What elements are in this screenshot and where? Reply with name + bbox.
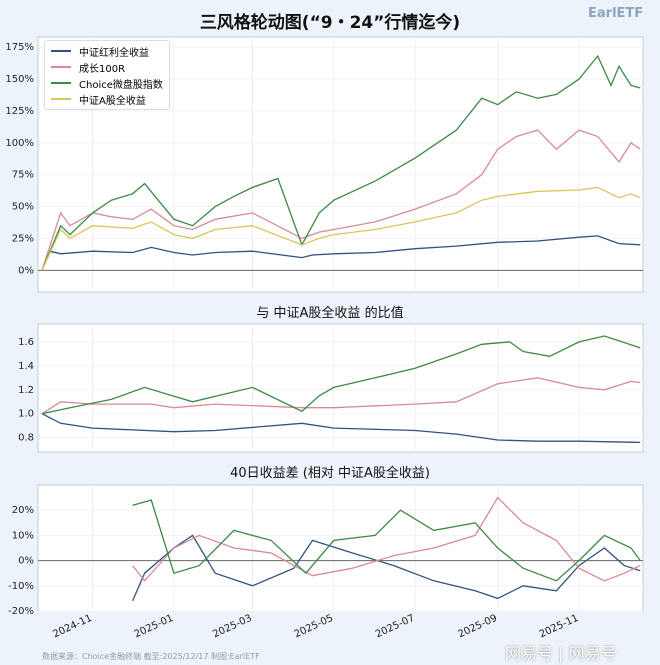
plot-area [37, 484, 644, 612]
series-line-growth [41, 129, 641, 271]
y-tick-label: 50% [12, 202, 34, 213]
x-tick-label: 2025-09 [456, 613, 499, 641]
y-tick-label: 10% [12, 530, 34, 541]
series-line-micro [41, 54, 641, 271]
y-tick-label: -10% [8, 581, 34, 592]
y-tick-label: 25% [12, 233, 34, 244]
x-tick-label: 2025-05 [293, 613, 336, 641]
y-tick-label: 0.8 [18, 433, 34, 444]
y-tick-label: 150% [5, 74, 34, 85]
plot-area [37, 323, 644, 453]
series-line-dividend [41, 235, 641, 271]
y-tick-label: 0% [18, 556, 34, 567]
y-tick-label: 1.6 [18, 337, 34, 348]
legend-item-growth: 成长100R [51, 59, 163, 75]
legend-item-dividend: 中证红利全收益 [51, 43, 163, 59]
x-tick-label: 2025-03 [211, 613, 254, 641]
series-line-growth [41, 377, 641, 415]
series-line-dividend [132, 534, 641, 602]
series-line-dividend [41, 413, 641, 444]
y-tick-label: -20% [8, 606, 34, 617]
y-tick-label: 175% [5, 42, 34, 53]
y-tick-label: 1.2 [18, 385, 34, 396]
series-line-micro [132, 499, 641, 582]
y-tick-label: 100% [5, 138, 34, 149]
y-tick-label: 1.0 [18, 409, 34, 420]
series-line-ashare [41, 186, 641, 271]
series-line-growth [132, 496, 641, 582]
source-note: 数据来源：Choice金融终端 截至:2025/12/17 制图:EarlETF [42, 652, 260, 661]
legend-item-micro: Choice微盘股指数 [51, 75, 163, 91]
y-tick-label: 0% [18, 265, 34, 276]
x-tick-label: 2025-07 [374, 613, 417, 641]
legend-item-ashare: 中证A股全收益 [51, 91, 163, 107]
ratio-title: 与 中证A股全收益 的比值 [256, 306, 404, 321]
watermark: 网易号 | 网易号 [505, 644, 617, 663]
legend: 中证红利全收益 成长100R Choice微盘股指数 中证A股全收益 [44, 40, 170, 110]
series-line-micro [41, 335, 641, 415]
y-tick-label: 20% [12, 505, 34, 516]
y-tick-label: 75% [12, 170, 34, 181]
x-tick-label: 2024-11 [51, 613, 94, 641]
y-tick-label: 1.4 [18, 361, 34, 372]
logo: EarlETF [588, 6, 644, 21]
x-tick-label: 2025-01 [133, 613, 176, 641]
diff-title: 40日收益差 (相对 中证A股全收益) [230, 466, 430, 481]
y-tick-label: 125% [5, 106, 34, 117]
x-tick-label: 2025-11 [538, 613, 581, 641]
main-title: 三风格轮动图(“9・24”行情迄今) [199, 13, 461, 33]
